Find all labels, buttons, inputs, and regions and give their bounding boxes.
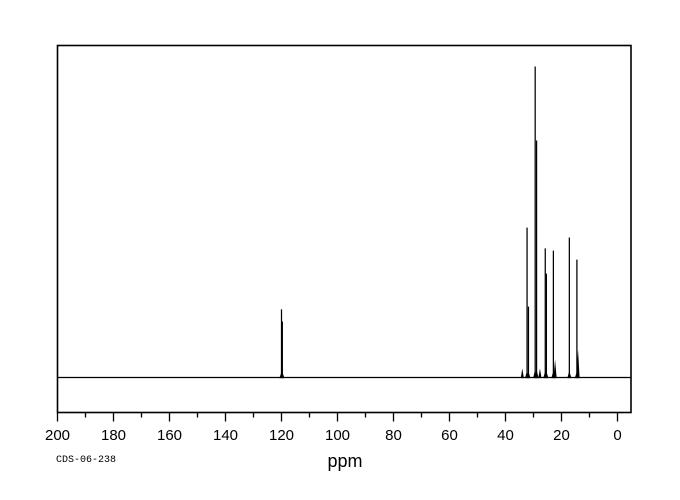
peak-foot [526,371,531,379]
peak-foot [280,371,285,379]
x-axis-tick-label: 0 [613,427,621,444]
x-axis-tick-label: 80 [385,427,402,444]
peak-foot [567,371,572,379]
x-axis-tick-label: 20 [553,427,570,444]
peak-minor-spike [553,359,557,379]
x-axis-tick-label: 160 [157,427,182,444]
peak-minor-spike [576,349,580,379]
x-axis-tick-label: 200 [45,427,70,444]
x-axis-tick-label: 100 [325,427,350,444]
x-axis-tick-label: 120 [269,427,294,444]
peak-foot [544,371,549,379]
x-axis-tick-label: 60 [441,427,458,444]
peak-minor-spike [538,368,542,379]
peak-minor-spike [520,368,524,379]
peak-foot [534,370,539,379]
x-axis-tick-label: 140 [213,427,238,444]
sample-id-label: CDS-06-238 [56,455,117,466]
x-axis-tick-label: 40 [497,427,514,444]
x-axis-tick-label: 180 [101,427,126,444]
plot-border [56,44,632,414]
x-axis-unit-label: ppm [327,451,363,471]
